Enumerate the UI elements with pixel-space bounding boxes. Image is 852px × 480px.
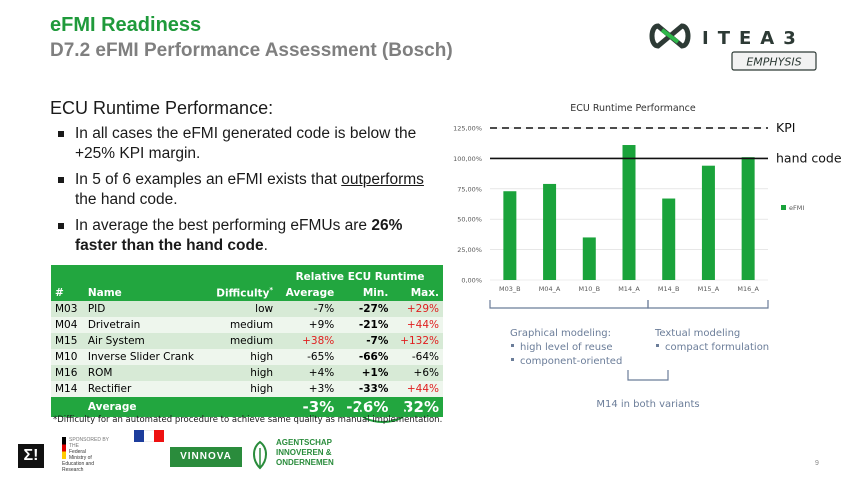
bullet-item: In average the best performing eFMUs are… bbox=[58, 216, 428, 256]
y-tick-label: 125,00% bbox=[453, 125, 482, 133]
chart-bar bbox=[741, 157, 755, 280]
graphical-item: high level of reuse bbox=[520, 342, 613, 353]
average-avg: -3% bbox=[277, 397, 339, 417]
eureka-logo: Σ! bbox=[18, 444, 44, 468]
slide-subtitle: D7.2 eFMI Performance Assessment (Bosch) bbox=[50, 40, 453, 61]
graphical-item: component-oriented bbox=[520, 356, 622, 367]
hand-code-label: hand code bbox=[776, 150, 842, 165]
footnote: *Difficulty for an automated procedure t… bbox=[53, 415, 443, 425]
bullet-item: In all cases the eFMI generated code is … bbox=[58, 124, 428, 164]
group-header: Relative ECU Runtime bbox=[277, 265, 443, 285]
highlight-circle bbox=[358, 397, 408, 423]
legend-label: eFMI bbox=[789, 204, 804, 212]
average-label: Average bbox=[83, 397, 208, 417]
bullet-item: In 5 of 6 examples an eFMI exists that o… bbox=[58, 170, 428, 210]
x-tick-label: M15_A bbox=[698, 285, 720, 293]
x-tick-label: M14_A bbox=[618, 285, 640, 293]
textual-item: compact formulation bbox=[665, 342, 769, 353]
table-row: M04 Drivetrain medium +9% -21% +44% bbox=[51, 317, 443, 333]
col-header: # bbox=[51, 285, 84, 301]
chart-bar bbox=[543, 183, 557, 280]
table-row: M10 Inverse Slider Crank high -65% -66% -64… bbox=[51, 349, 443, 365]
emphysis-text: EMPHYSIS bbox=[746, 56, 801, 69]
table-group-header-row: Relative ECU Runtime bbox=[51, 265, 443, 285]
y-tick-label: 100,00% bbox=[453, 155, 482, 163]
x-tick-label: M04_A bbox=[539, 285, 561, 293]
bullet-list: In all cases the eFMI generated code is … bbox=[58, 124, 428, 262]
french-republic-logo bbox=[134, 430, 164, 450]
runtime-table: Relative ECU Runtime # Name Difficulty* … bbox=[51, 265, 443, 417]
runtime-chart: ECU Runtime Performance 0,00% 25,00% 50,00… bbox=[453, 103, 842, 410]
x-tick-label: M03_B bbox=[499, 285, 521, 293]
x-tick-label: M10_B bbox=[578, 285, 600, 293]
textual-modeling-title: Textual modeling bbox=[654, 328, 740, 339]
page-number: 9 bbox=[815, 460, 819, 467]
col-header: Min. bbox=[338, 285, 393, 301]
col-header: Max. bbox=[392, 285, 443, 301]
table-row: M15 Air System medium +38% -7% +132% bbox=[51, 333, 443, 349]
y-tick-label: 75,00% bbox=[457, 185, 482, 193]
y-tick-label: 50,00% bbox=[457, 216, 482, 224]
chart-bar bbox=[701, 165, 715, 280]
x-tick-label: M16_A bbox=[737, 285, 759, 293]
y-tick-label: 0,00% bbox=[461, 277, 482, 285]
table-row: M16 ROM high +4% +1% +6% bbox=[51, 365, 443, 381]
col-header: Name bbox=[83, 285, 208, 301]
chart-bar bbox=[622, 145, 636, 280]
chart-bar bbox=[662, 198, 676, 280]
x-tick-label: M14_B bbox=[658, 285, 680, 293]
slide-title: eFMI Readiness bbox=[50, 14, 202, 36]
chart-bar bbox=[503, 191, 517, 280]
kpi-label: KPI bbox=[776, 120, 795, 135]
legend-swatch bbox=[781, 205, 786, 210]
agentschap-logo: AGENTSCHAP INNOVEREN & ONDERNEMEN bbox=[250, 438, 334, 470]
itea-text: ITEA3 bbox=[702, 28, 805, 49]
section-heading: ECU Runtime Performance: bbox=[50, 98, 274, 118]
chart-bar bbox=[582, 237, 596, 280]
m14-note: M14 in both variants bbox=[596, 399, 699, 410]
vinnova-logo: VINNOVA bbox=[170, 447, 242, 467]
graphical-modeling-title: Graphical modeling: bbox=[510, 328, 611, 339]
chart-title: ECU Runtime Performance bbox=[570, 103, 696, 114]
y-tick-label: 25,00% bbox=[457, 246, 482, 254]
itea3-emphysis-logo: ITEA3 EMPHYSIS bbox=[649, 23, 817, 71]
bmbf-logo: SPONSORED BY THE Federal Ministry of Edu… bbox=[62, 437, 109, 473]
col-header: Difficulty* bbox=[207, 285, 278, 301]
col-header: Average bbox=[277, 285, 339, 301]
table-header-row: # Name Difficulty* Average Min. Max. bbox=[51, 285, 443, 301]
table-row: M03 PID low -7% -27% +29% bbox=[51, 301, 443, 317]
table-row: M14 Rectifier high +3% -33% +44% bbox=[51, 381, 443, 397]
